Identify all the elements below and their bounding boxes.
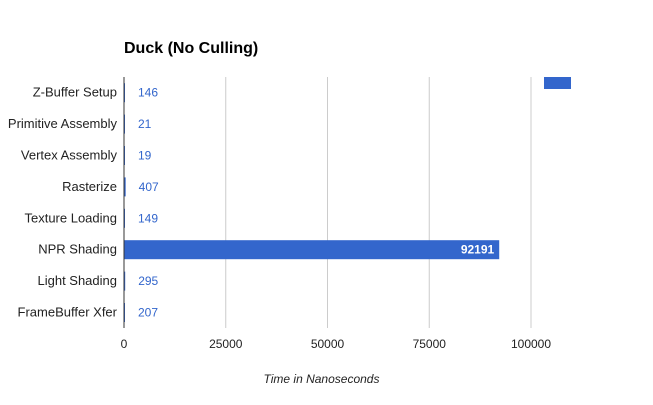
x-tick-label: 75000 [413,337,447,351]
x-tick-label: 0 [121,337,128,351]
category-label: Light Shading [37,273,117,288]
bar [124,240,500,260]
category-label: Primitive Assembly [8,116,118,131]
value-label: 19 [138,149,152,163]
x-tick-label: 25000 [209,337,243,351]
category-label: FrameBuffer Xfer [18,305,118,320]
category-label: Rasterize [62,179,117,194]
category-label: Vertex Assembly [21,148,118,163]
x-axis-label: Time in Nanoseconds [264,372,380,386]
x-tick-label: 50000 [311,337,345,351]
category-label: NPR Shading [38,242,117,257]
value-label: 407 [139,180,159,194]
value-label: 92191 [461,243,495,257]
value-label: 295 [138,274,158,288]
bars [124,83,500,322]
chart-title: Duck (No Culling) [124,40,258,57]
grid-lines [225,77,532,328]
value-label: 21 [138,117,152,131]
category-labels: Z-Buffer Setup Primitive Assembly Vertex A… [8,85,118,320]
bar [124,271,126,291]
value-labels: 146 21 19 407 149 92191 295 207 [138,86,495,320]
value-label: 146 [138,86,158,100]
legend-swatch [544,77,571,89]
bar [124,177,126,197]
x-tick-label: 100000 [511,337,551,351]
x-tick-labels: 0 25000 50000 75000 100000 [121,337,552,351]
value-label: 149 [138,211,158,225]
value-label: 207 [138,306,158,320]
category-label: Texture Loading [24,210,117,225]
category-label: Z-Buffer Setup [33,85,117,100]
